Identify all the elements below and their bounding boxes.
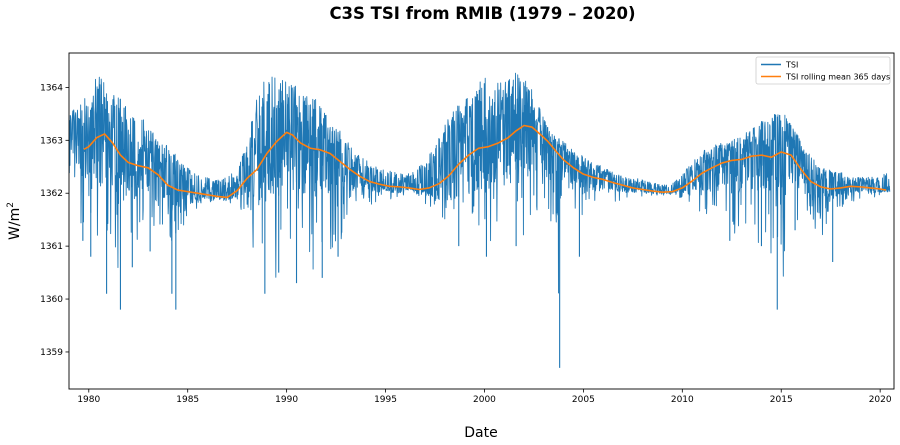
plot-area — [69, 72, 891, 368]
x-tick-label-2015: 2015 — [770, 395, 793, 405]
x-tick-label-2020: 2020 — [869, 395, 892, 405]
x-tick-label-2000: 2000 — [473, 395, 496, 405]
y-tick-label-1364: 1364 — [40, 83, 63, 93]
y-tick-label-1361: 1361 — [40, 242, 63, 252]
plot-frame — [68, 52, 895, 390]
chart-title: C3S TSI from RMIB (1979 – 2020) — [329, 4, 636, 23]
x-tick-label-1990: 1990 — [275, 395, 298, 405]
series-line-rolling-mean — [83, 124, 887, 199]
y-tick-label-1360: 1360 — [40, 295, 63, 305]
legend-label-rolling-mean: TSI rolling mean 365 days — [785, 73, 890, 82]
series-line-tsi — [69, 72, 891, 294]
x-tick-label-1995: 1995 — [374, 395, 397, 405]
x-axis-label: Date — [464, 425, 497, 441]
legend-label-tsi: TSI — [785, 61, 798, 70]
y-axis-label-text: W/m — [7, 208, 23, 240]
x-axis: 1980 1985 1990 1995 2000 2005 2010 2015 2020 — [77, 389, 892, 405]
x-tick-label-2010: 2010 — [671, 395, 694, 405]
x-tick-label-1980: 1980 — [77, 395, 100, 405]
y-axis-label: W/m2 — [6, 202, 23, 240]
x-tick-label-1985: 1985 — [176, 395, 199, 405]
legend: TSI TSI rolling mean 365 days — [755, 56, 891, 85]
x-tick-label-2005: 2005 — [572, 395, 595, 405]
y-axis: 1359 1360 1361 1362 1363 1364 — [40, 83, 69, 358]
y-tick-label-1363: 1363 — [40, 136, 63, 146]
y-tick-label-1359: 1359 — [40, 348, 63, 358]
y-axis-label-superscript: 2 — [6, 202, 16, 208]
y-tick-label-1362: 1362 — [40, 189, 63, 199]
legend-box — [755, 56, 891, 85]
